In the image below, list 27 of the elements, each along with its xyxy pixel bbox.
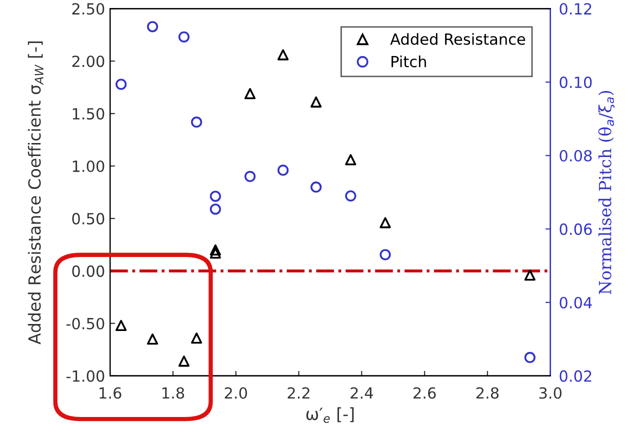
y-tick-label: -1.00 <box>66 370 104 382</box>
x-tick-label: 2.8 <box>476 387 499 399</box>
y-tick-label: -0.50 <box>66 318 104 330</box>
y2-axis-title: Normalised Pitch (θ$_{a}$/ξ$_{a}$) <box>598 90 615 294</box>
y-tick-label: 2.50 <box>72 3 104 15</box>
x-tick-label: 3.0 <box>539 387 562 399</box>
x-axis-title: ω′$_{e}$ [-] <box>306 407 354 423</box>
y-tick-label: 2.00 <box>72 56 104 68</box>
x-tick-label: 2.2 <box>288 387 310 399</box>
y2-tick-label: 0.02 <box>560 370 592 382</box>
y-tick-label: 1.00 <box>72 160 104 172</box>
y-tick-label: 0.00 <box>72 265 104 277</box>
x-tick-label: 2.0 <box>224 387 248 399</box>
x-tick-label: 1.8 <box>162 387 184 399</box>
y2-tick-label: 0.12 <box>560 3 592 15</box>
y2-tick-label: 0.06 <box>560 223 592 235</box>
y-axis-title: Added Resistance Coefficient σ$_{AW}$ [-] <box>28 41 44 344</box>
y-tick-label: 0.50 <box>72 212 104 224</box>
legend-label: Pitch <box>392 56 426 68</box>
legend-label: Added Resistance <box>390 33 526 45</box>
y2-tick-label: 0.10 <box>560 76 592 88</box>
x-tick-label: 1.6 <box>100 387 122 399</box>
y2-tick-label: 0.08 <box>560 150 592 162</box>
x-tick-label: 2.4 <box>350 387 373 399</box>
y2-tick-label: 0.04 <box>560 296 592 308</box>
y-tick-label: 1.50 <box>72 108 104 120</box>
x-tick-label: 2.6 <box>414 387 436 399</box>
